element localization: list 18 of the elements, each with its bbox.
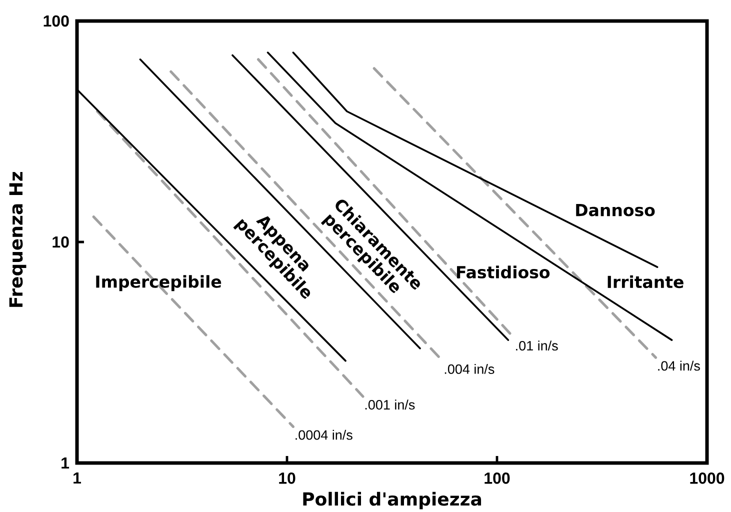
series-label: .004 in/s	[444, 364, 494, 374]
x-tick-label: 1	[74, 472, 82, 484]
y-tick-label: 10	[52, 236, 69, 248]
annotation: Fastidioso	[457, 266, 550, 278]
series-label: .0004 in/s	[296, 430, 352, 440]
y-axis-title: Frequenza Hz	[9, 172, 26, 307]
series-label: .04 in/s	[658, 360, 700, 371]
x-tick-label: 10	[279, 472, 296, 484]
y-tick-label: 100	[44, 15, 69, 27]
annotation: Dannoso	[576, 204, 655, 216]
x-tick-label: 1000	[690, 472, 724, 484]
series-label: .001 in/s	[365, 400, 415, 410]
annotation: Impercepibile	[96, 275, 222, 292]
series-label: .01 in/s	[516, 340, 558, 351]
annotation: Irritante	[608, 275, 684, 288]
x-axis-title: Pollici d'ampiezza	[303, 492, 482, 510]
x-tick-label: 100	[484, 472, 510, 484]
y-tick-label: 1	[62, 457, 70, 469]
